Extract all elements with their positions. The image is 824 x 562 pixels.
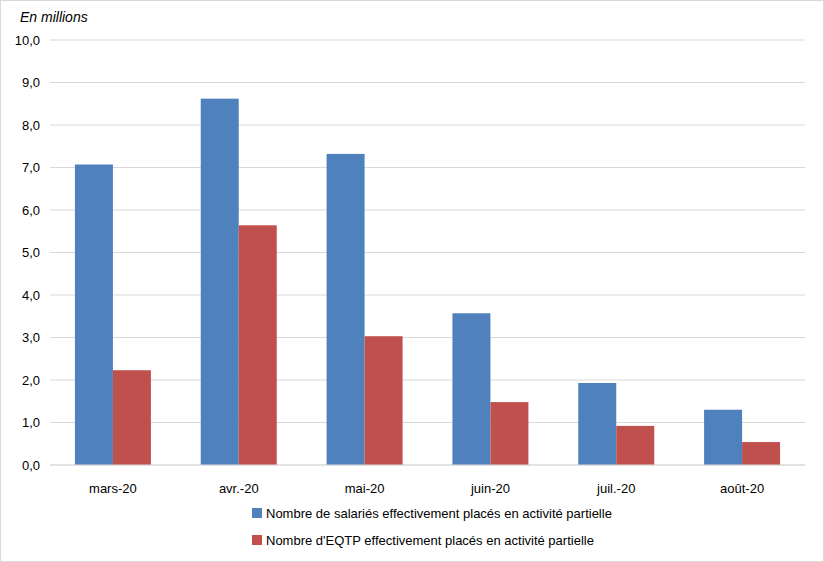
x-tick-label: avr.-20	[219, 481, 259, 496]
bar	[113, 370, 151, 465]
legend-swatch	[252, 535, 262, 545]
chart: En millions 0,0 1,0 2,0 3,0 4,0 5,0 6,0 7,0 8,0 9,…	[0, 0, 824, 562]
y-axis-label: En millions	[20, 9, 88, 25]
grid-line	[50, 252, 805, 253]
bar	[578, 383, 616, 465]
bars	[75, 99, 780, 465]
grid-line	[50, 210, 805, 211]
x-tick-label: juin-20	[470, 481, 510, 496]
bar	[75, 165, 113, 465]
bar	[365, 336, 403, 465]
bar	[201, 99, 239, 465]
bar	[490, 402, 528, 465]
x-tick-label: juil.-20	[596, 481, 635, 496]
chart-border	[1, 1, 824, 562]
y-tick-label: 3,0	[22, 330, 40, 345]
bar	[704, 410, 742, 465]
legend-label: Nombre d'EQTP effectivement placés en ac…	[266, 533, 594, 548]
y-tick-label: 8,0	[22, 118, 40, 133]
grid-line	[50, 465, 805, 466]
legend-swatch	[252, 508, 262, 518]
grid-line	[50, 82, 805, 83]
x-tick-label: mars-20	[89, 481, 137, 496]
grid-line	[50, 167, 805, 168]
grid-line	[50, 295, 805, 296]
x-tick-label: août-20	[720, 481, 764, 496]
grid-line	[50, 40, 805, 41]
bar	[452, 313, 490, 465]
x-axis-line	[50, 465, 805, 466]
grid-line	[50, 422, 805, 423]
y-tick-label: 1,0	[22, 415, 40, 430]
y-tick-label: 9,0	[22, 75, 40, 90]
grid-line	[50, 125, 805, 126]
y-tick-label: 5,0	[22, 245, 40, 260]
bar	[616, 426, 654, 465]
x-tick-label: mai-20	[345, 481, 385, 496]
y-tick-label: 2,0	[22, 373, 40, 388]
grid-line	[50, 380, 805, 381]
y-tick-label: 10,0	[15, 33, 40, 48]
legend-label: Nombre de salariés effectivement placés …	[266, 506, 612, 521]
grid-line	[50, 337, 805, 338]
bar	[239, 225, 277, 465]
y-tick-label: 7,0	[22, 160, 40, 175]
y-tick-label: 0,0	[22, 458, 40, 473]
y-tick-label: 4,0	[22, 288, 40, 303]
bar	[742, 442, 780, 465]
bar	[327, 154, 365, 465]
y-tick-label: 6,0	[22, 203, 40, 218]
